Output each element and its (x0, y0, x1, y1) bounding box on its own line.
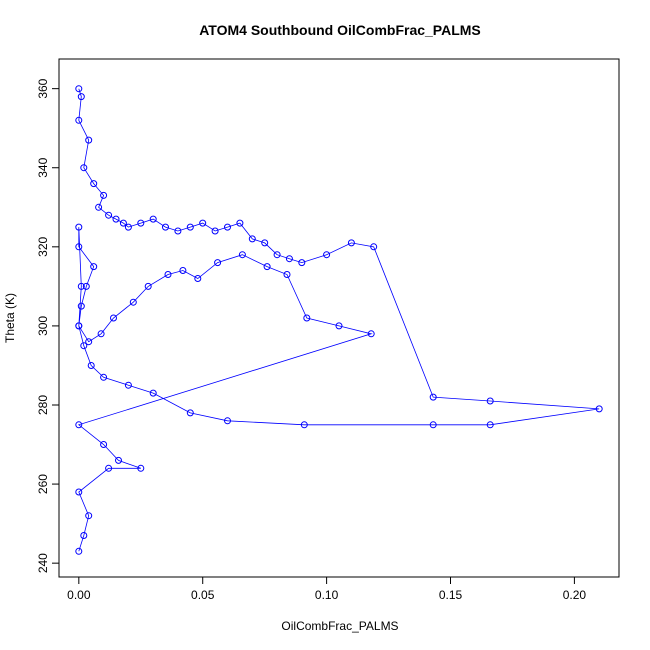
data-point (75, 223, 83, 231)
y-tick-label: 360 (36, 78, 50, 98)
data-point (90, 263, 98, 271)
data-point (300, 421, 308, 429)
data-point (429, 393, 437, 401)
y-axis-label: Theta (K) (3, 293, 17, 343)
data-point (236, 219, 244, 227)
data-point (214, 259, 222, 267)
x-axis-label: OilCombFrac_PALMS (281, 619, 398, 633)
data-point (144, 282, 152, 290)
x-tick-label: 0.10 (315, 588, 339, 602)
y-tick-label: 280 (36, 395, 50, 415)
data-point (486, 421, 494, 429)
data-point (90, 180, 98, 188)
y-axis: 240 260 280 300 320 340 360 (36, 78, 60, 573)
data-point (105, 211, 113, 219)
data-point (105, 464, 113, 472)
data-point (77, 93, 85, 101)
data-point (75, 488, 83, 496)
x-tick-label: 0.15 (439, 588, 463, 602)
data-point (80, 164, 88, 172)
data-point (80, 342, 88, 350)
data-point (162, 223, 169, 231)
data-point (595, 405, 603, 413)
data-point (211, 227, 219, 235)
data-point (367, 330, 375, 338)
data-point (429, 421, 437, 429)
data-point (75, 85, 83, 93)
data-point (486, 397, 494, 405)
y-tick-label: 320 (36, 236, 50, 256)
data-point (75, 421, 83, 429)
data-point (224, 417, 231, 425)
data-point (85, 136, 93, 144)
data-point (347, 239, 355, 247)
series-layer (75, 85, 603, 555)
data-point (149, 215, 157, 223)
data-point (80, 532, 88, 539)
data-point (100, 191, 108, 199)
data-point (238, 251, 246, 259)
data-point (285, 255, 293, 263)
data-point (112, 215, 120, 223)
data-point (100, 441, 108, 448)
x-tick-label: 0.00 (67, 588, 91, 602)
data-point (75, 116, 83, 124)
data-point (77, 282, 85, 290)
data-point (75, 243, 83, 251)
data-point (261, 239, 269, 247)
data-point (273, 251, 281, 259)
y-tick-label: 260 (36, 474, 50, 494)
data-point (124, 223, 132, 231)
data-point (149, 389, 157, 397)
data-point (194, 275, 202, 282)
data-point (85, 512, 93, 520)
x-axis: 0.00 0.05 0.10 0.15 0.20 (67, 576, 587, 602)
data-point (186, 223, 194, 231)
data-point (95, 203, 103, 211)
data-point (186, 409, 194, 417)
data-point (87, 362, 95, 369)
data-point (85, 338, 93, 346)
data-point (323, 251, 331, 259)
data-point (179, 267, 187, 274)
x-tick-label: 0.20 (563, 588, 587, 602)
y-tick-label: 340 (36, 157, 50, 177)
y-tick-label: 240 (36, 553, 50, 573)
data-point (97, 330, 105, 338)
data-point (370, 243, 378, 251)
data-point (248, 235, 256, 243)
y-tick-label: 300 (36, 316, 50, 336)
x-tick-label: 0.05 (191, 588, 215, 602)
data-point (164, 271, 172, 278)
data-point (75, 547, 83, 555)
data-point (137, 464, 145, 472)
data-point (263, 263, 271, 271)
data-point (100, 373, 108, 381)
data-point (115, 456, 122, 464)
data-point (199, 219, 207, 227)
data-point (174, 227, 182, 235)
data-point (75, 322, 83, 330)
data-point (137, 219, 145, 227)
data-point (129, 298, 137, 306)
data-point (298, 259, 306, 267)
data-point (82, 282, 90, 290)
data-point (224, 223, 231, 231)
data-point (119, 219, 127, 227)
chart-title: ATOM4 Southbound OilCombFrac_PALMS (199, 22, 481, 38)
data-point (110, 314, 117, 322)
series-line (77, 88, 600, 552)
data-point (124, 381, 132, 389)
data-point (303, 314, 311, 322)
data-point (335, 322, 343, 330)
data-point (77, 302, 85, 310)
data-point (283, 271, 291, 278)
